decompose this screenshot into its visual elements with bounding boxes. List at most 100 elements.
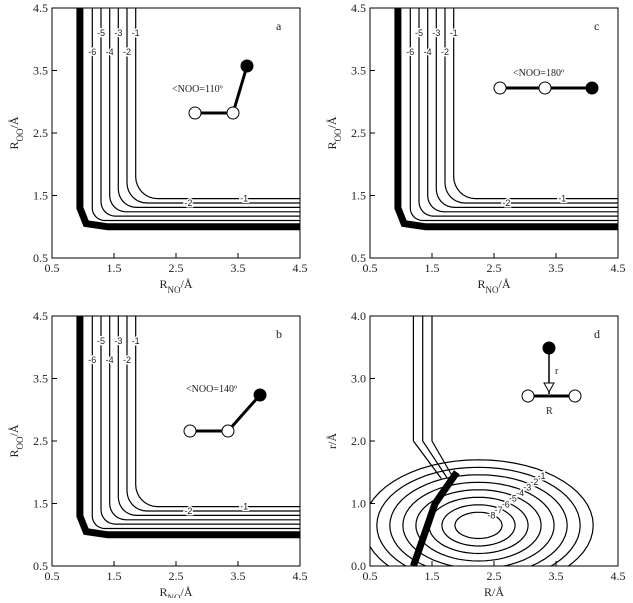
contour-label: -4	[106, 47, 114, 57]
contour-line	[402, 481, 555, 566]
x-tick-label: 4.5	[611, 261, 626, 275]
label-part: NO	[486, 285, 499, 295]
y-tick-label: 1.5	[33, 497, 48, 511]
label-part: R	[325, 141, 339, 149]
label-part: R/Å	[484, 585, 504, 598]
label-part: /Å	[181, 585, 193, 598]
contour-label: -1	[132, 28, 140, 38]
annotation: <NOO=140º	[186, 384, 237, 395]
label-part: /Å	[7, 424, 21, 436]
contour-line	[135, 316, 300, 508]
y-tick-label: 4.5	[33, 309, 48, 323]
repulsive-wall	[394, 8, 618, 231]
plot-frame	[369, 315, 619, 567]
contour-label: -1	[240, 194, 248, 204]
y-tick-label: 1.0	[351, 497, 366, 511]
label-part: r/Å	[325, 433, 339, 449]
x-tick-label: 3.5	[231, 261, 246, 275]
x-tick-label: 2.5	[169, 569, 184, 583]
contour-line	[444, 8, 618, 204]
contour-line	[435, 8, 618, 208]
contour-label: -4	[106, 355, 114, 365]
label-part: R	[159, 585, 167, 598]
x-tick-label: 3.5	[231, 569, 246, 583]
label-part: R	[7, 141, 21, 149]
x-tick-label: 2.5	[169, 261, 184, 275]
x-tick-label: 0.5	[363, 569, 378, 583]
contour-line	[100, 316, 300, 525]
plot-area	[394, 8, 618, 231]
molecule-b	[183, 388, 267, 438]
contour-line	[91, 316, 300, 530]
y-tick-label: 1.5	[351, 189, 366, 203]
y-tick-label: 4.5	[33, 1, 48, 15]
panel-label: b	[276, 327, 282, 341]
contour-line	[117, 8, 300, 208]
repulsive-wall	[76, 316, 300, 539]
contour-label: -6	[406, 47, 414, 57]
contour-label: -1	[538, 471, 546, 481]
contour-line	[389, 316, 568, 566]
contour-label: -2	[530, 477, 538, 487]
molecule-d	[521, 341, 582, 403]
x-tick-label: 0.5	[45, 569, 60, 583]
label-part: OO	[15, 128, 25, 141]
label-part: /Å	[181, 277, 193, 291]
annotation: <NOO=110º	[172, 84, 223, 95]
label-part: R	[159, 277, 167, 291]
x-tick-label: 1.5	[107, 569, 122, 583]
label-part: OO	[15, 436, 25, 449]
contour-line	[418, 8, 618, 217]
x-label: RNO/Å	[159, 277, 192, 295]
y-tick-label: 4.5	[351, 1, 366, 15]
contour-line	[454, 511, 503, 540]
contour-label: -2	[441, 47, 449, 57]
y-label: r/Å	[325, 433, 339, 449]
contour-label: -7	[495, 505, 503, 515]
label-part: /Å	[7, 116, 21, 128]
x-tick-label: 1.5	[425, 261, 440, 275]
x-label: RNO/Å	[477, 277, 510, 295]
contour-line	[135, 8, 300, 200]
x-tick-label: 0.5	[363, 261, 378, 275]
x-tick-label: 4.5	[611, 569, 626, 583]
x-tick-label: 1.5	[107, 261, 122, 275]
y-tick-label: 1.5	[33, 189, 48, 203]
plot-area	[76, 316, 300, 539]
contour-label: -3	[114, 28, 122, 38]
contour-line	[100, 8, 300, 217]
contour-label: -6	[502, 499, 510, 509]
contour-line	[370, 316, 594, 566]
y-tick-label: 0.5	[33, 251, 48, 265]
y-tick-label: 3.5	[351, 64, 366, 78]
x-label: R/Å	[484, 585, 504, 598]
y-tick-label: 2.5	[33, 126, 48, 140]
contour-label: -2	[123, 47, 131, 57]
y-tick-label: 3.5	[33, 64, 48, 78]
contour-line	[453, 8, 618, 200]
contour-line	[109, 316, 300, 521]
y-tick-label: 4.0	[351, 309, 366, 323]
y-tick-label: 2.5	[33, 434, 48, 448]
contour-label: -8	[487, 511, 495, 521]
contour-label: -5	[97, 336, 105, 346]
contour-line	[126, 316, 300, 512]
contour-label: -5	[97, 28, 105, 38]
label-part: R	[477, 277, 485, 291]
y-label: ROO/Å	[7, 116, 25, 149]
x-tick-label: 4.5	[293, 569, 308, 583]
y-tick-label: 3.0	[351, 372, 366, 386]
contour-label: -6	[88, 47, 96, 57]
contour-line	[91, 8, 300, 222]
contour-label: -3	[114, 336, 122, 346]
plot-frame	[369, 7, 619, 259]
x-label: RNO/Å	[159, 585, 192, 598]
x-tick-label: 3.5	[549, 569, 564, 583]
y-label: ROO/Å	[7, 424, 25, 457]
contour-label: -1	[450, 28, 458, 38]
contour-label: -1	[240, 502, 248, 512]
contour-label: -2	[184, 506, 192, 516]
annotation: <NOO=180º	[513, 68, 564, 79]
label-part: /Å	[499, 277, 511, 291]
x-tick-label: 2.5	[487, 569, 502, 583]
